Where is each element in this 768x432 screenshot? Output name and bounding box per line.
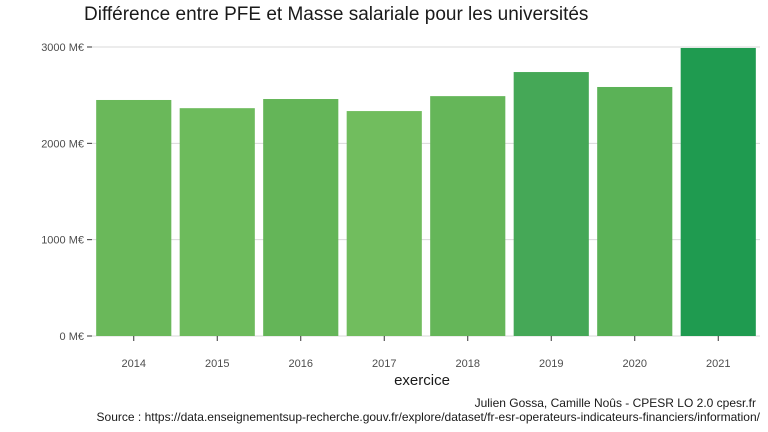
x-tick-label: 2017 <box>372 358 396 370</box>
y-tick-label: 0 M€ <box>60 331 84 343</box>
bar-2016 <box>263 99 339 337</box>
x-tick-label: 2018 <box>456 358 480 370</box>
bar-2018 <box>430 96 506 336</box>
credit-caption: Julien Gossa, Camille Noûs - CPESR LO 2.… <box>474 396 756 410</box>
x-tick-label: 2019 <box>539 358 563 370</box>
x-tick-label: 2016 <box>289 358 313 370</box>
bar-2015 <box>179 108 255 337</box>
y-tick-label: 2000 M€ <box>41 138 84 150</box>
y-tick-label: 3000 M€ <box>41 42 84 54</box>
x-tick-label: 2015 <box>205 358 229 370</box>
y-tick-label: 1000 M€ <box>41 235 84 247</box>
bar-2020 <box>597 86 673 336</box>
x-tick-label: 2021 <box>706 358 730 370</box>
source-caption: Source : https://data.enseignementsup-re… <box>96 410 760 424</box>
y-axis: 0 M€ 1000 M€ 2000 M€ 3000 M€ <box>41 42 92 343</box>
bar-2021 <box>680 47 756 337</box>
bar-2019 <box>513 72 589 337</box>
bar-2014 <box>96 99 172 336</box>
chart-title: Différence entre PFE et Masse salariale … <box>84 4 589 25</box>
bar-2017 <box>346 111 422 336</box>
x-tick-label: 2014 <box>122 358 146 370</box>
x-axis-label: exercice <box>394 372 450 389</box>
x-tick-label: 2020 <box>623 358 647 370</box>
x-axis: 2014 2015 2016 2017 2018 2019 2020 2021 <box>122 336 730 370</box>
bars <box>96 47 756 337</box>
